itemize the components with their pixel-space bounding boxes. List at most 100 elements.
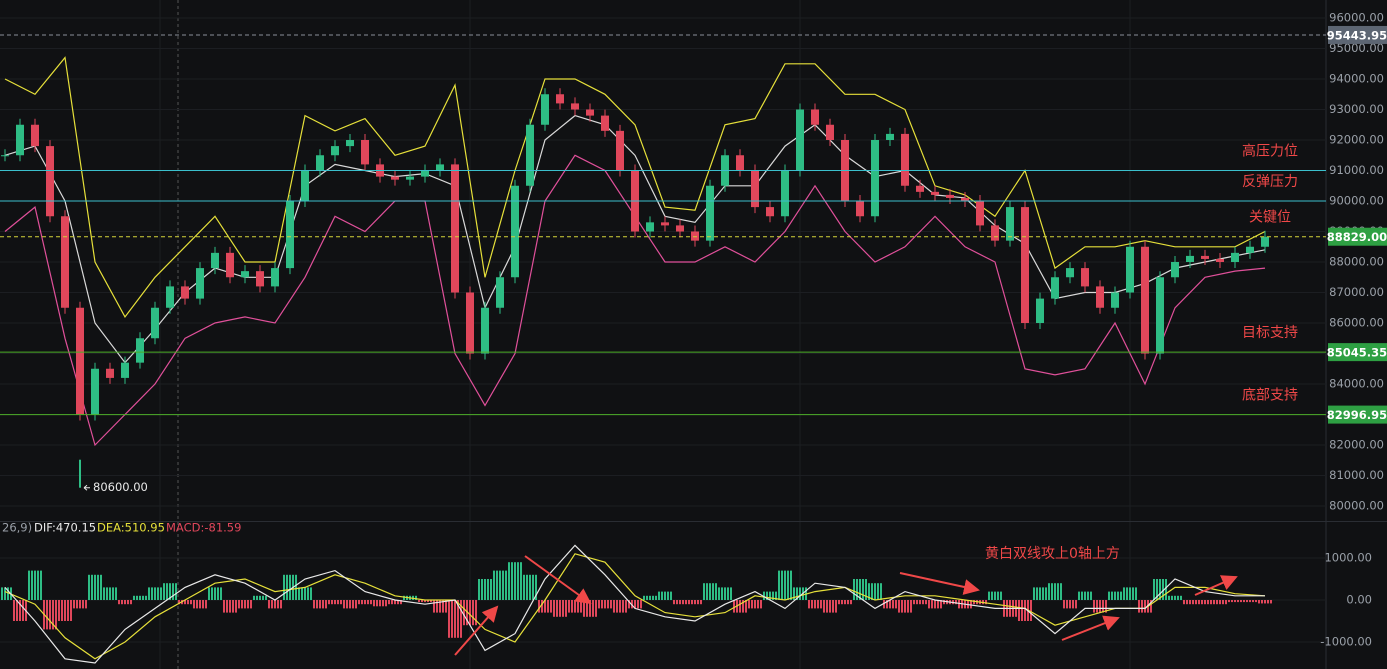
histogram-bar [1225,600,1227,605]
histogram-bar [931,600,933,609]
histogram-bar [73,600,75,609]
histogram-bar [364,600,366,605]
histogram-bar [67,600,69,621]
histogram-bar [658,591,660,600]
price-tag-label: 88829.00 [1327,230,1387,244]
histogram-bar [769,591,771,600]
histogram-bar [1138,600,1140,613]
histogram-bar [358,600,360,605]
histogram-bar [688,600,690,605]
macd-params: 26,9) [2,521,32,535]
histogram-bar [1135,587,1137,600]
histogram-bar [1231,600,1233,603]
histogram-bar [874,583,876,600]
histogram-bar [37,570,39,600]
histogram-bar [997,591,999,600]
histogram-bar [385,600,387,607]
candle [61,216,69,308]
histogram-bar [58,600,60,621]
histogram-bar [1057,583,1059,600]
histogram-bar [1072,600,1074,609]
histogram-bar [715,583,717,600]
histogram-bar [319,600,321,609]
histogram-bar [814,600,816,609]
histogram-bar [541,600,543,613]
candle [1036,298,1044,323]
histogram-bar [628,600,630,609]
candle [166,286,174,308]
histogram-bar [1,587,3,600]
histogram-bar [853,579,855,600]
histogram-bar [91,574,93,600]
histogram-bar [529,574,531,600]
histogram-bar [925,600,927,605]
histogram-bar [886,600,888,609]
candle [331,146,339,156]
histogram-bar [682,600,684,605]
histogram-bar [808,600,810,609]
histogram-bar [811,600,813,609]
histogram-bar [451,600,453,638]
candle [931,191,939,195]
histogram-bar [148,587,150,600]
candle [781,170,789,217]
histogram-bar [496,570,498,600]
dea-label: DEA:510.95 [97,521,165,535]
histogram-bar [400,600,402,605]
histogram-bar [151,587,153,600]
histogram-bar [166,583,168,600]
histogram-bar [1246,600,1248,603]
histogram-bar [346,600,348,609]
histogram-bar [1159,579,1161,600]
histogram-bar [883,600,885,609]
histogram-bar [274,600,276,609]
histogram-bar [985,600,987,605]
histogram-bar [163,583,165,600]
histogram-bar [706,583,708,600]
candle [211,252,219,269]
histogram-bar [916,600,918,605]
histogram-bar [1189,600,1191,605]
histogram-bar [829,600,831,613]
histogram-bar [724,587,726,600]
histogram-bar [1051,583,1053,600]
histogram-bar [898,600,900,613]
histogram-bar [526,574,528,600]
histogram-bar [310,587,312,600]
candle [1171,262,1179,278]
candle [1006,207,1014,241]
histogram-bar [289,574,291,600]
histogram-bar [817,600,819,609]
histogram-bar [835,600,837,613]
histogram-bar [4,587,6,600]
histogram-bar [1207,600,1209,605]
low-label: 80600.00 [93,480,148,494]
histogram-bar [520,562,522,600]
histogram-bar [895,600,897,609]
histogram-bar [94,574,96,600]
histogram-bar [757,600,759,609]
histogram-bar [472,600,474,626]
histogram-bar [1102,600,1104,613]
histogram-bar [865,579,867,600]
histogram-bar [175,583,177,600]
histogram-bar [343,600,345,609]
histogram-bar [775,591,777,600]
histogram-bar [568,600,570,613]
histogram-bar [1180,595,1182,600]
histogram-bar [928,600,930,609]
histogram-bar [454,600,456,638]
candle [616,130,624,171]
histogram-bar [1186,600,1188,605]
histogram-bar [499,570,501,600]
histogram-bar [574,600,576,613]
histogram-bar [187,600,189,605]
histogram-bar [586,600,588,617]
histogram-bar [214,587,216,600]
histogram-bar [226,600,228,613]
histogram-bar [877,583,879,600]
histogram-bar [787,570,789,600]
histogram-bar [685,600,687,605]
histogram-bar [106,587,108,600]
